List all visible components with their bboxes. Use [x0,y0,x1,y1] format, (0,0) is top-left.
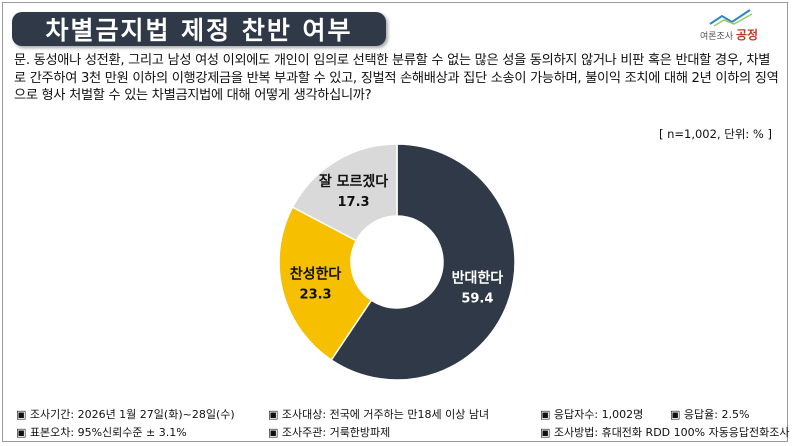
slice-value-0: 59.4 [461,291,493,306]
slice-value-1: 23.3 [300,288,332,303]
slice-1 [278,206,373,362]
footer-method: ▣ 조사방법: 휴대전화 RDD 100% 자동응답전화조사 [540,426,790,439]
footer-row-1: ▣ 조사기간: 2026년 1월 27일(화)~28일(수) ▣ 조사대상: 전국… [16,406,786,422]
slice-2 [291,143,398,242]
slide-frame [2,2,788,442]
logo-main: 공정 [736,28,759,42]
slice-value-2: 17.3 [338,195,370,210]
survey-question: 문. 동성애나 성전환, 그리고 남성 여성 이외에도 개인이 임의로 선택한 … [14,53,779,103]
logo-icon [709,9,753,27]
sample-note: [ n=1,002, 단위: % ] [658,127,772,141]
slice-label-2: 잘 모르겠다 [319,173,388,190]
logo-sub: 여론조사 [700,32,734,42]
logo-text: 여론조사 공정 [700,26,758,43]
slice-label-0: 반대한다 [452,269,504,286]
footer-row-2: ▣ 표본오차: 95%신뢰수준 ± 3.1% ▣ 조사주관: 거룩한방파제 ▣ 조사… [16,424,790,440]
page-title: 차별금지법 제정 찬반 여부 [45,16,353,45]
footer-respondents: ▣ 응답자수: 1,002명 [540,408,644,421]
title-bar: 차별금지법 제정 찬반 여부 [12,12,386,46]
footer-response-rate: ▣ 응답율: 2.5% [670,408,750,421]
footer-target: ▣ 조사대상: 전국에 거주하는 만18세 이상 남녀 [268,408,490,421]
footer-host: ▣ 조사주관: 거룩한방파제 [268,426,391,439]
slice-label-1: 찬성한다 [290,266,342,283]
footer-period: ▣ 조사기간: 2026년 1월 27일(화)~28일(수) [16,408,235,421]
footer-error: ▣ 표본오차: 95%신뢰수준 ± 3.1% [16,426,187,439]
slice-0 [330,143,516,381]
